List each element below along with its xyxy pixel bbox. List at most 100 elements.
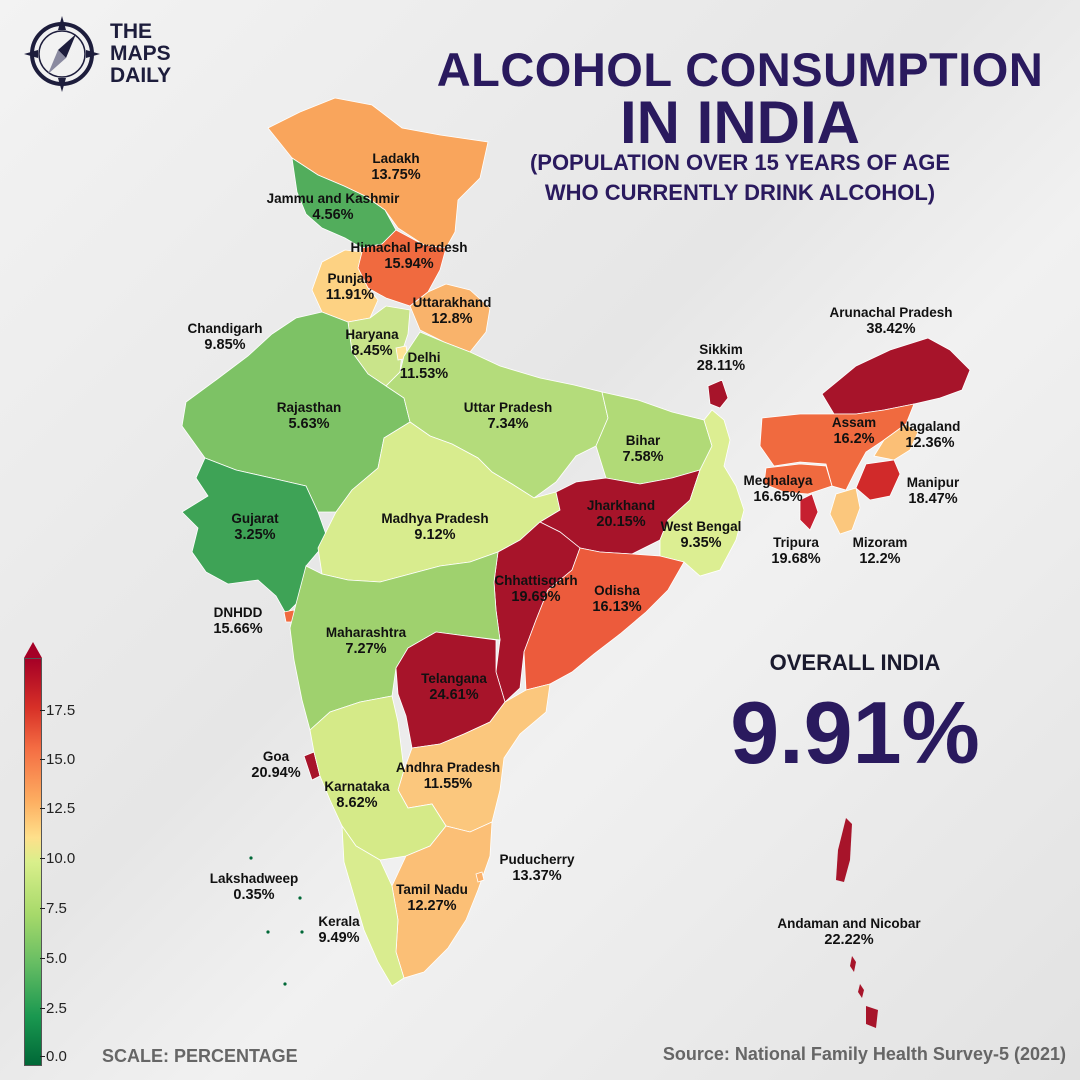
region-lakshadweep: [249, 856, 304, 986]
region-name: Bihar: [625, 433, 661, 448]
brand-line: DAILY: [110, 64, 172, 87]
brand-logo: THE MAPS DAILY: [22, 14, 171, 94]
label-nagaland: Nagaland 12.36%: [900, 418, 961, 452]
region-name: Assam: [831, 415, 877, 430]
region-value: 8.45%: [351, 343, 393, 359]
color-legend: 0.0 2.5 5.0 7.5 10.0 12.5 15.0 17.5: [0, 640, 100, 1070]
region-value: 15.66%: [213, 621, 263, 637]
label-haryana: Haryana 8.45%: [345, 326, 398, 360]
label-andhra-pradesh: Andhra Pradesh 11.55%: [396, 759, 500, 793]
region-value: 12.2%: [859, 551, 901, 567]
region-name: Jharkhand: [586, 498, 656, 513]
region-name: Uttarakhand: [412, 295, 492, 310]
region-arunachal-pradesh: [821, 337, 971, 415]
region-value: 13.37%: [512, 868, 562, 884]
region-nagaland: [873, 423, 919, 461]
region-name: Jammu and Kashmir: [266, 191, 400, 206]
region-name: Meghalaya: [743, 473, 813, 488]
region-name: Telangana: [421, 671, 487, 686]
region-name: Madhya Pradesh: [381, 511, 489, 526]
region-name: Odisha: [594, 583, 640, 598]
region-value: 22.22%: [824, 932, 874, 948]
region-value: 12.36%: [905, 435, 955, 451]
legend-tick: 15.0: [39, 751, 76, 768]
subtitle-line-1: (POPULATION OVER 15 YEARS OF AGE: [529, 150, 951, 175]
region-value: 16.13%: [592, 599, 642, 615]
region-value: 12.27%: [407, 898, 457, 914]
region-name: Andhra Pradesh: [395, 760, 501, 775]
label-bihar: Bihar 7.58%: [622, 432, 663, 466]
label-puducherry: Puducherry 13.37%: [499, 851, 574, 885]
region-odisha: [523, 547, 685, 691]
region-punjab: [311, 249, 379, 323]
label-ladakh: Ladakh 13.75%: [371, 150, 420, 184]
region-name: Ladakh: [372, 151, 420, 166]
region-name: Rajasthan: [276, 400, 342, 415]
region-value: 11.53%: [399, 366, 449, 382]
region-name: Tripura: [773, 535, 819, 550]
region-name: Himachal Pradesh: [350, 240, 468, 255]
region-value: 5.63%: [288, 416, 330, 432]
region-name: Mizoram: [852, 535, 908, 550]
source-credit: Source: National Family Health Survey-5 …: [662, 1044, 1066, 1064]
label-telangana: Telangana 24.61%: [421, 670, 487, 704]
legend-arrow-icon: [24, 642, 42, 658]
label-goa: Goa 20.94%: [251, 748, 300, 782]
region-name: Sikkim: [699, 342, 743, 357]
legend-tick: 5.0: [40, 950, 67, 967]
region-name: Nagaland: [899, 419, 961, 434]
region-value: 16.65%: [753, 489, 803, 505]
legend-tick: 17.5: [39, 702, 76, 719]
label-assam: Assam 16.2%: [832, 414, 876, 448]
region-value: 19.68%: [771, 551, 821, 567]
region-name: Arunachal Pradesh: [829, 305, 953, 320]
label-gujarat: Gujarat 3.25%: [231, 510, 278, 544]
label-kerala: Kerala 9.49%: [318, 913, 359, 947]
region-value: 28.11%: [696, 358, 746, 374]
region-value: 9.12%: [414, 527, 456, 543]
brand-line: THE: [110, 20, 152, 43]
label-rajasthan: Rajasthan 5.63%: [277, 399, 342, 433]
label-maharashtra: Maharashtra 7.27%: [326, 624, 406, 658]
title-line-2: IN INDIA: [620, 89, 860, 156]
label-karnataka: Karnataka 8.62%: [324, 778, 389, 812]
region-value: 9.49%: [318, 930, 360, 946]
label-arunachal-pradesh: Arunachal Pradesh 38.42%: [829, 304, 952, 338]
region-value: 13.75%: [371, 167, 421, 183]
region-value: 11.91%: [325, 287, 375, 303]
label-dnhdd: DNHDD 15.66%: [213, 604, 262, 638]
label-andaman-nicobar: Andaman and Nicobar 22.22%: [777, 915, 920, 949]
region-name: Kerala: [318, 914, 360, 929]
region-value: 38.42%: [866, 321, 916, 337]
label-west-bengal: West Bengal 9.35%: [661, 518, 742, 552]
label-sikkim: Sikkim 28.11%: [697, 341, 745, 375]
region-name: Haryana: [345, 327, 399, 342]
region-name: Puducherry: [499, 852, 575, 867]
region-kerala: [341, 824, 405, 987]
label-jharkhand: Jharkhand 20.15%: [587, 497, 655, 531]
legend-tick: 12.5: [39, 800, 76, 817]
region-name: Tamil Nadu: [396, 882, 468, 897]
region-assam: [759, 403, 915, 491]
region-value: 24.61%: [429, 687, 479, 703]
region-meghalaya: [763, 463, 833, 495]
region-puducherry: [475, 871, 485, 883]
compass-icon: [24, 16, 100, 92]
region-west-bengal: [659, 409, 745, 577]
label-lakshadweep: Lakshadweep 0.35%: [210, 870, 299, 904]
region-value: 15.94%: [384, 256, 434, 272]
region-name: Manipur: [906, 475, 960, 490]
label-himachal-pradesh: Himachal Pradesh 15.94%: [350, 239, 467, 273]
region-name: DNHDD: [213, 605, 263, 620]
label-uttarakhand: Uttarakhand 12.8%: [413, 294, 492, 328]
brand-name: THE MAPS DAILY: [110, 21, 171, 87]
region-name: Punjab: [327, 271, 373, 286]
brand-line: MAPS: [110, 42, 171, 65]
overall-value: 9.91%: [730, 683, 980, 782]
region-value: 16.2%: [833, 431, 875, 447]
region-name: Andaman and Nicobar: [777, 916, 921, 931]
region-value: 9.85%: [204, 337, 246, 353]
region-name: Uttar Pradesh: [463, 400, 553, 415]
region-value: 8.62%: [336, 795, 378, 811]
